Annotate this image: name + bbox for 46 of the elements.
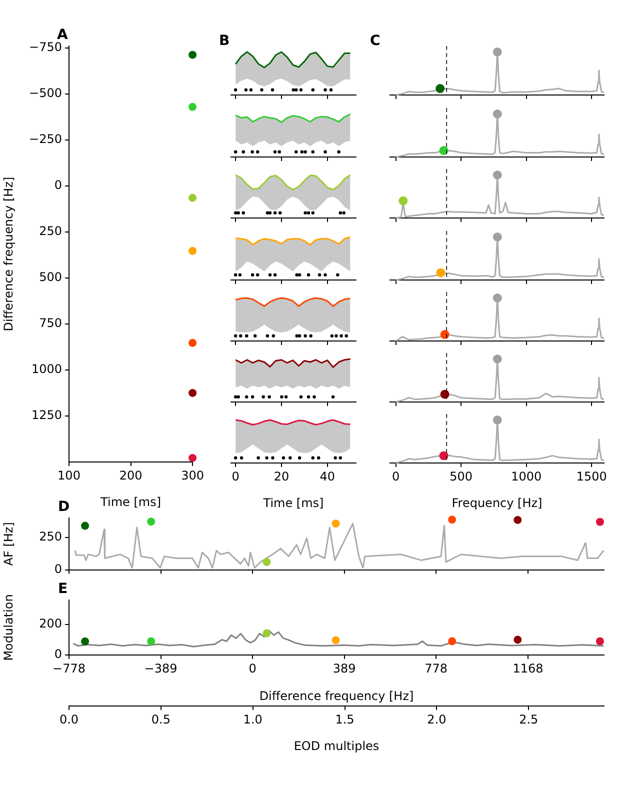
- x-tick-label: 1000: [511, 469, 542, 484]
- chart-title: C: [370, 33, 380, 49]
- y-tick-label: 250: [39, 530, 62, 544]
- y-tick-label: 750: [39, 316, 62, 330]
- x-tick-label: 300: [181, 468, 204, 482]
- x-axis-title: Difference frequency [Hz]: [259, 688, 414, 703]
- x-tick-label: −389: [144, 661, 178, 676]
- x-tick-label: 0: [248, 661, 256, 676]
- x-axis-title: Time [ms]: [262, 496, 324, 510]
- x-tick-label: 0: [392, 469, 400, 484]
- y-tick-label: 500: [39, 270, 62, 284]
- y-axis-title: Difference frequency [Hz]: [1, 176, 16, 332]
- x2-tick-label: 0.5: [151, 712, 170, 726]
- y-tick-label: 0: [54, 178, 62, 192]
- x-tick-label: 1500: [576, 469, 607, 484]
- x-tick-label: 500: [450, 469, 473, 484]
- x-tick-label: 1168: [512, 661, 544, 676]
- x-tick-label: 389: [332, 661, 356, 676]
- chart-title: D: [58, 499, 70, 515]
- y-axis-title: Modulation: [1, 594, 16, 661]
- chart-title: B: [219, 33, 230, 49]
- x-tick-label: 778: [424, 661, 448, 676]
- x2-tick-label: 0.0: [59, 712, 79, 726]
- chart-title: E: [58, 581, 68, 597]
- x2-tick-label: 2.0: [427, 712, 446, 726]
- y-tick-label: 1250: [31, 408, 62, 422]
- y-tick-label: 0: [54, 562, 62, 576]
- y-axis-title: AF [Hz]: [1, 522, 16, 566]
- y-tick-label: −500: [29, 86, 62, 100]
- x-axis-title: Time [ms]: [100, 494, 162, 509]
- x-tick-label: 100: [58, 468, 80, 482]
- y-tick-label: 250: [39, 224, 62, 238]
- x-tick-label: −778: [52, 661, 86, 676]
- x-tick-label: 40: [320, 469, 335, 484]
- x2-axis-title: EOD multiples: [294, 738, 380, 753]
- x-tick-label: 20: [274, 469, 290, 484]
- x2-tick-label: 1.5: [335, 712, 354, 726]
- x-tick-label: 0: [232, 469, 240, 484]
- x-axis-title: Frequency [Hz]: [452, 496, 542, 510]
- x-tick-label: 200: [119, 468, 142, 482]
- x2-tick-label: 2.5: [519, 712, 538, 726]
- y-tick-label: 1000: [31, 362, 62, 376]
- x2-tick-label: 1.0: [243, 712, 262, 726]
- y-tick-label: 200: [39, 616, 62, 631]
- y-tick-label: 0: [54, 647, 62, 662]
- y-tick-label: −250: [29, 132, 62, 146]
